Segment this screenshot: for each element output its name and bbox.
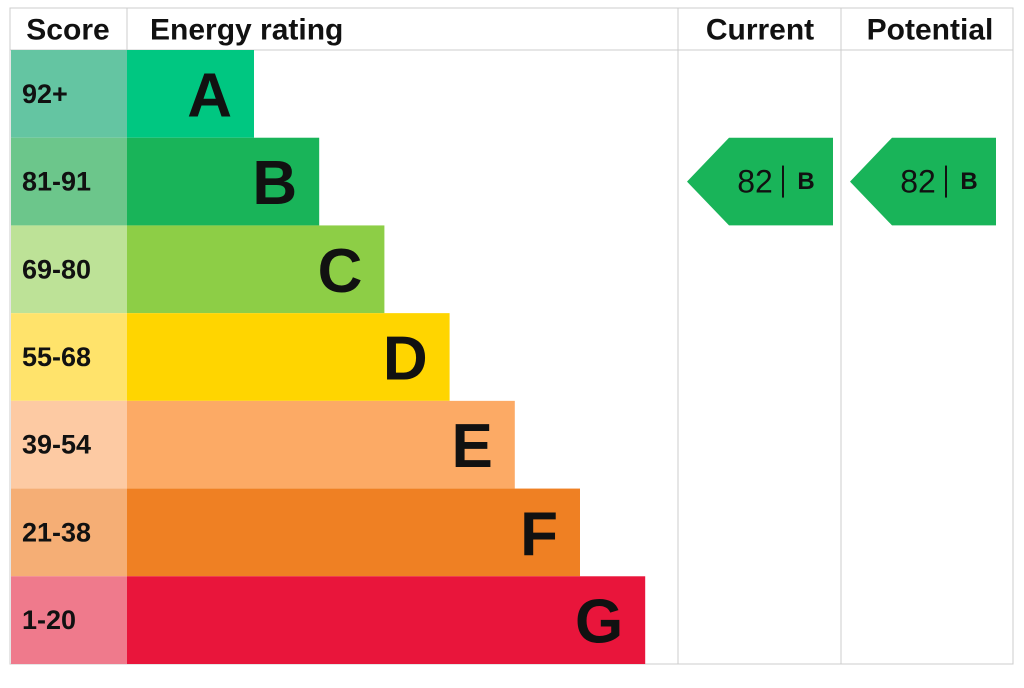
score-range: 92+ <box>22 79 68 109</box>
score-cell <box>11 488 127 577</box>
score-cell <box>11 313 127 401</box>
score-range: 39-54 <box>22 430 91 460</box>
rating-bar <box>127 137 320 226</box>
header-potential: Potential <box>867 14 994 47</box>
rating-letter: A <box>187 61 232 130</box>
score-range: 69-80 <box>22 254 91 284</box>
current-arrow <box>687 137 833 226</box>
current-band: B <box>797 168 814 195</box>
rating-bar <box>127 50 254 138</box>
score-range: 1-20 <box>22 605 76 635</box>
rating-letter: E <box>451 412 492 481</box>
rating-bar <box>127 313 450 401</box>
header-rating: Energy rating <box>150 14 343 47</box>
rating-letter: F <box>520 500 558 569</box>
score-range: 81-91 <box>22 167 91 197</box>
score-cell <box>11 137 127 226</box>
score-cell <box>11 50 127 138</box>
score-range: 21-38 <box>22 517 91 547</box>
rating-bar <box>127 225 385 314</box>
rating-letter: B <box>252 149 297 218</box>
potential-arrow <box>850 137 996 226</box>
score-cell <box>11 225 127 314</box>
current-score: 82 <box>737 164 773 200</box>
potential-band: B <box>960 168 977 195</box>
rating-letter: D <box>383 325 428 394</box>
potential-score: 82 <box>900 164 936 200</box>
score-cell <box>11 576 127 664</box>
header-current: Current <box>706 14 814 47</box>
rating-letter: G <box>575 588 623 657</box>
rating-bar <box>127 488 580 577</box>
score-cell <box>11 400 127 489</box>
header-score: Score <box>26 14 109 47</box>
rating-bar <box>127 576 646 664</box>
score-range: 55-68 <box>22 342 91 372</box>
rating-letter: C <box>318 237 363 306</box>
rating-bar <box>127 400 515 489</box>
